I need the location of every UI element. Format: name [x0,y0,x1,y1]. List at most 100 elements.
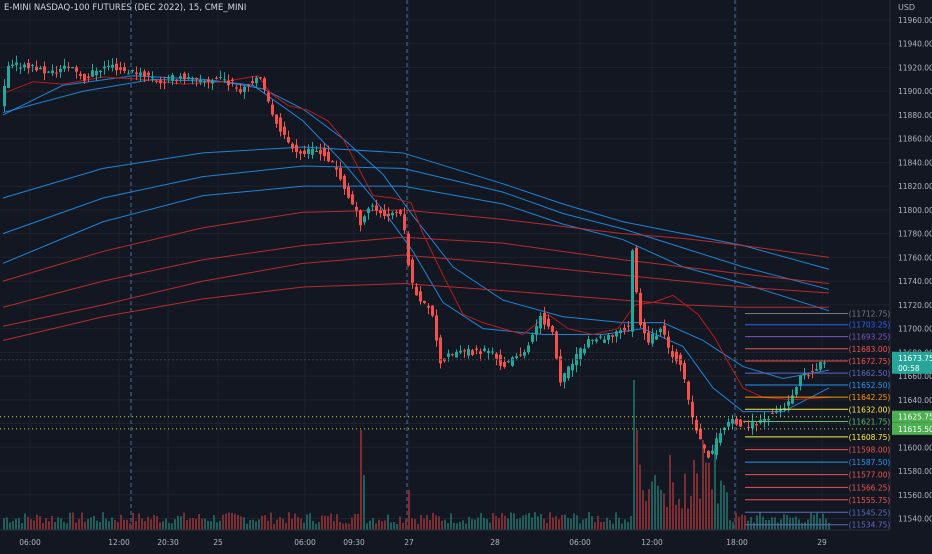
level-label: (11545.25) [849,508,891,517]
candle-body [595,339,598,342]
candle-body [47,71,50,73]
volume-bar [261,515,263,530]
volume-bar [219,520,221,530]
candle-body [283,126,286,135]
volume-bar [522,515,524,530]
level-label-bg [850,403,889,415]
level-label: (11598.00) [849,446,891,455]
volume-bar [459,521,461,530]
price-axis[interactable]: 11540.0011560.0011580.0011600.0011620.00… [889,0,932,550]
candle-body [159,80,162,84]
volume-bar [789,517,791,530]
volume-bar [471,518,473,530]
volume-bar [78,518,80,530]
candle-body [511,357,514,366]
volume-bar [357,513,359,530]
volume-bar [603,521,605,530]
volume-bar [60,518,62,530]
candle-body [727,421,730,427]
volume-bar [585,518,587,530]
volume-bar [468,516,470,530]
volume-bar [84,521,86,530]
candle-body [427,305,430,308]
candle-body [151,77,154,79]
candle-body [295,144,298,152]
level-label-bg [850,431,889,443]
volume-bar [24,513,26,530]
volume-bar [627,521,629,530]
volume-bar [321,515,323,530]
time-axis[interactable]: 06:00 12:00 20:30 25 06:00 09:30 27 28 06:00 12:0… [0,529,932,550]
volume-bar [63,521,65,530]
moving-average-line [2,165,830,290]
level-label: (11587.50) [849,458,891,467]
candle-body [71,67,74,69]
volume-bar [822,513,824,530]
level-label-bg [850,519,889,531]
candle-body [43,66,46,74]
candle-body [599,336,602,338]
volume-bar [645,501,647,530]
volume-bar [519,518,521,530]
candle-body [7,65,10,88]
candle-body [659,328,662,333]
price-tick-label: 11780.00 [898,230,932,239]
candle-body [543,312,546,325]
moving-average-line [2,146,830,270]
volume-bar [96,520,98,530]
volume-bar [144,521,146,530]
volume-bar [705,462,707,530]
price-tick-label: 11940.00 [898,40,932,49]
candle-body [167,77,170,79]
candle-body [263,78,266,90]
candle-body [287,136,290,143]
volume-bar [33,520,35,530]
volume-bar [651,481,653,530]
candle-body [471,350,474,355]
volume-bar [720,480,722,530]
level-label: (11672.75) [849,357,891,366]
candle-body [783,407,786,409]
volume-bar [6,517,8,530]
volume-bar [435,515,437,530]
volume-bar [27,516,29,530]
time-axis-bg [0,530,932,550]
volume-bar [99,521,101,530]
volume-bar [516,519,518,530]
volume-bar [156,516,158,530]
volume-bar [54,522,56,530]
volume-bar [123,519,125,530]
volume-bar [102,512,104,530]
volume-bar [813,514,815,530]
candle-body [211,80,214,84]
volume-bar [600,521,602,530]
candle-body [251,81,254,84]
price-tick-label: 11960.00 [898,16,932,25]
price-tick-label: 11580.00 [898,467,932,476]
volume-bar [108,521,110,530]
candle-body [807,375,810,377]
current-price-value: 11673.75 [898,354,932,363]
volume-bar [525,514,527,530]
candle-body [711,450,714,454]
volume-bar [486,518,488,530]
volume-bar [420,514,422,530]
candle-body [587,339,590,348]
volume-bar [792,517,794,530]
volume-bar [726,492,728,530]
volume-bar [147,516,149,530]
candle-body [87,76,90,79]
volume-bar [240,516,242,530]
price-axis-bg [890,0,932,550]
candle-body [239,89,242,93]
volume-bar [15,518,17,530]
candle-body [763,418,766,423]
volume-bar [18,517,20,530]
volume-bar [249,520,251,530]
level-label: (11693.25) [849,333,891,342]
volume-bar [9,522,11,530]
volume-bar [3,518,5,530]
candle-body [523,352,526,356]
